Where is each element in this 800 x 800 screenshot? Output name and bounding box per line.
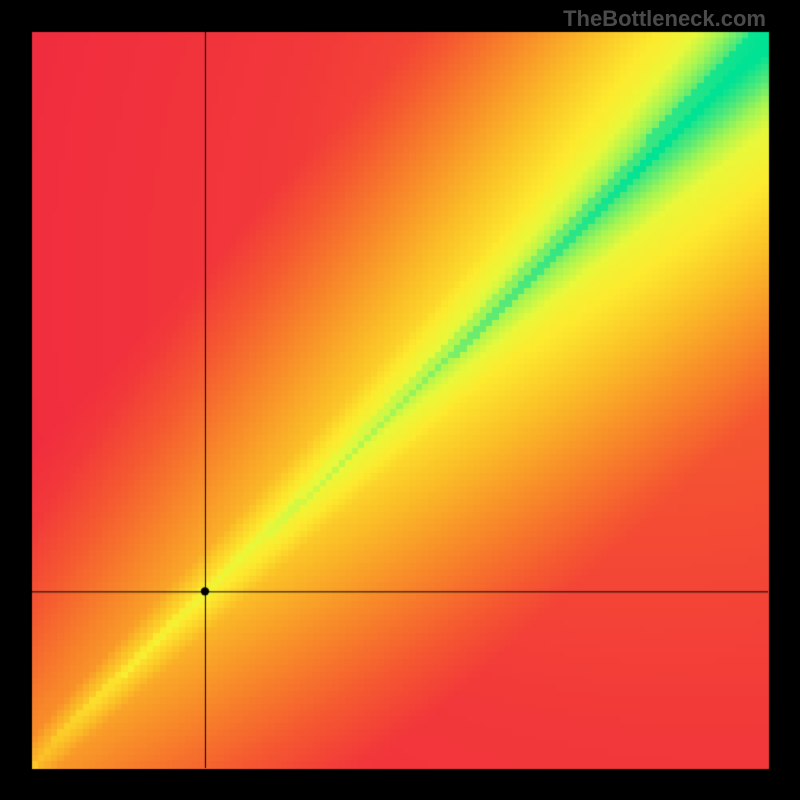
watermark-text: TheBottleneck.com bbox=[563, 6, 766, 32]
chart-container: TheBottleneck.com bbox=[0, 0, 800, 800]
bottleneck-heatmap bbox=[0, 0, 800, 800]
